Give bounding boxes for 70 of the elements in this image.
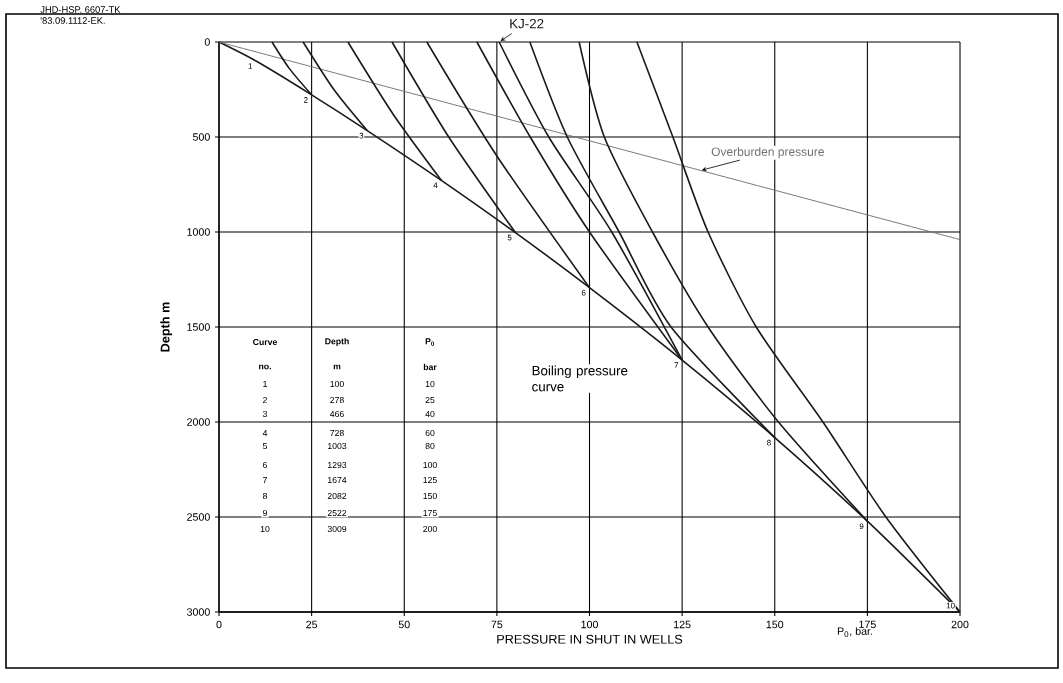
annotation: 7: [674, 362, 679, 368]
annotation: 175: [423, 509, 437, 517]
y-tick-label: 0: [204, 38, 210, 46]
x-tick-label: 125: [674, 620, 691, 629]
annotation: Depth: [325, 337, 349, 347]
annotation: 1293: [328, 461, 347, 469]
y-tick-label: 1000: [187, 228, 210, 236]
x-tick-label: 0: [216, 620, 222, 629]
annotation: 9: [859, 523, 864, 530]
annotation: 6: [263, 461, 268, 469]
text: Boiling pressure curve: [532, 365, 628, 392]
series-label: Overburden pressure: [711, 147, 824, 159]
y-tick-label: 2500: [187, 513, 210, 521]
annotation: 80: [425, 442, 435, 450]
text: P$_{0}$, bar.: [837, 627, 873, 637]
annotation: 1003: [328, 442, 347, 450]
annotation: 1: [263, 381, 267, 387]
annotation: 10: [425, 380, 435, 388]
annotation: no.: [259, 364, 271, 370]
x-tick-label: 175: [859, 620, 876, 629]
y-tick-label: 1500: [187, 323, 210, 331]
annotation: bar: [423, 363, 437, 371]
annotation: 10: [260, 525, 270, 533]
annotation: 125: [423, 476, 437, 484]
annotation: 2: [263, 396, 267, 404]
text: '83.09.1112-EK.: [40, 17, 105, 24]
annotation: 200: [423, 525, 437, 533]
annotation: 100: [423, 461, 437, 469]
series-label: KJ-22: [510, 18, 544, 29]
x-tick-label: 100: [581, 620, 598, 629]
annotation: 4: [433, 182, 438, 189]
annotation: 10: [946, 602, 955, 609]
annotation: 100: [330, 380, 344, 388]
y-tick-label: 500: [192, 133, 210, 141]
annotation: m: [333, 364, 341, 370]
text: JHD-HSP. 6607-TK: [40, 6, 121, 13]
annotation: 40: [425, 410, 435, 418]
annotation: 9: [262, 509, 268, 517]
annotation: Curve: [253, 338, 277, 346]
annotation: 3: [359, 132, 364, 139]
x-tick-label: 150: [766, 620, 784, 629]
x-tick-label: 50: [398, 620, 410, 629]
annotation: 2522: [327, 509, 347, 517]
x-tick-label: 75: [491, 620, 503, 629]
annotation: 8: [262, 492, 268, 500]
annotation: 25: [425, 396, 435, 404]
x-axis-title: PRESSURE IN SHUT IN WELLS: [497, 634, 683, 644]
annotation: 1: [248, 63, 253, 69]
annotation: 3: [262, 410, 268, 418]
annotation: 466: [329, 410, 344, 418]
y-tick-label: 2000: [187, 418, 210, 426]
annotation: 728: [330, 429, 344, 437]
annotation: 8: [767, 439, 771, 446]
annotation: 2082: [327, 492, 347, 500]
annotation: P$_{0}$: [425, 338, 434, 346]
x-tick-label: 200: [951, 620, 969, 629]
y-tick-label: 3000: [186, 608, 210, 616]
annotation: 278: [330, 396, 344, 404]
annotation: 5: [507, 234, 512, 241]
annotation: 7: [263, 477, 267, 483]
annotation: 1674: [328, 476, 347, 484]
annotation: 4: [262, 430, 268, 436]
annotation: 60: [425, 429, 435, 437]
y-axis-title: Depth m: [160, 302, 173, 352]
annotation: 150: [423, 492, 437, 500]
annotation: 6: [581, 289, 586, 296]
annotation: 5: [262, 442, 268, 450]
annotation: 2: [303, 97, 308, 103]
x-tick-label: 25: [306, 620, 318, 629]
annotation: 3009: [327, 525, 347, 533]
